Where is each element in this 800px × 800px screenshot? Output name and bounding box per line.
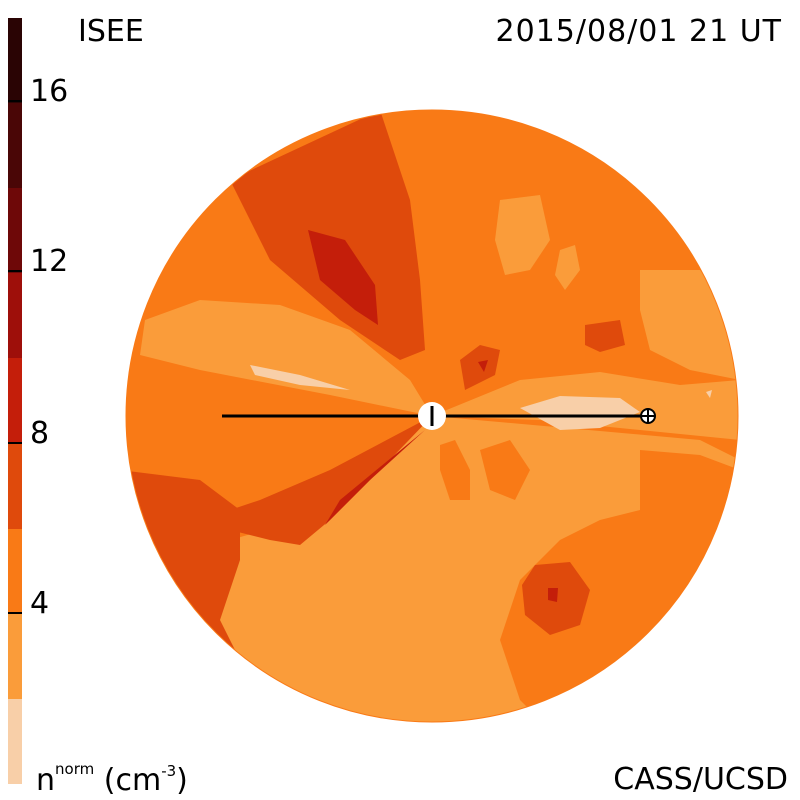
colorbar-unit-close: ) (176, 763, 188, 798)
colorbar (8, 18, 22, 784)
colorbar-label-8: 8 (30, 416, 50, 451)
credit-label: CASS/UCSD (613, 762, 788, 797)
earth-marker (640, 408, 656, 424)
colorbar-band-3 (8, 443, 22, 529)
colorbar-band-0 (8, 698, 22, 784)
colorbar-band-2 (8, 528, 22, 614)
colorbar-title-unit: (cm-3) (103, 762, 188, 798)
colorbar-title-sup: norm (55, 760, 95, 778)
colorbar-band-6 (8, 188, 22, 274)
disc-edge (125, 109, 739, 723)
contour-dark-west-edge (126, 470, 240, 660)
contour-dark-ne (585, 320, 625, 352)
contour-light-west (140, 300, 432, 416)
colorbar-title-main: n (36, 763, 56, 798)
colorbar-tick-8 (8, 442, 22, 444)
contour-core-se (548, 588, 558, 602)
colorbar-label-4: 4 (30, 586, 50, 621)
contour-dark-center (460, 345, 500, 390)
colorbar-band-4 (8, 358, 22, 444)
colorbar-label-12: 12 (30, 244, 69, 279)
timestamp: 2015/08/01 21 UT (495, 14, 782, 49)
contour-med-south-1 (440, 440, 470, 500)
contour-dark-sw (200, 416, 432, 545)
contour-pale-speck (706, 390, 712, 398)
colorbar-title: nnorm (cm-3) (36, 760, 188, 798)
contour-pale-east (520, 396, 640, 430)
contour-light-ne-1 (495, 195, 550, 275)
colorbar-band-1 (8, 613, 22, 699)
colorbar-tick-12 (8, 270, 22, 272)
colorbar-unit-open: (cm (103, 763, 162, 798)
contour-core-center (478, 360, 488, 372)
contour-dark-nw (230, 110, 425, 360)
org-label: ISEE (78, 14, 144, 49)
colorbar-band-7 (8, 103, 22, 189)
colorbar-label-16: 16 (30, 74, 69, 109)
colorbar-band-5 (8, 273, 22, 359)
colorbar-tick-16 (8, 100, 22, 102)
contour-pale-west (250, 365, 350, 390)
contour-med-south-2 (480, 440, 530, 500)
contour-light-ne-2 (555, 245, 580, 290)
contour-core-nw (308, 230, 378, 325)
colorbar-band-8 (8, 18, 22, 104)
colorbar-unit-sup: -3 (161, 762, 177, 780)
colorbar-tick-4 (8, 612, 22, 614)
